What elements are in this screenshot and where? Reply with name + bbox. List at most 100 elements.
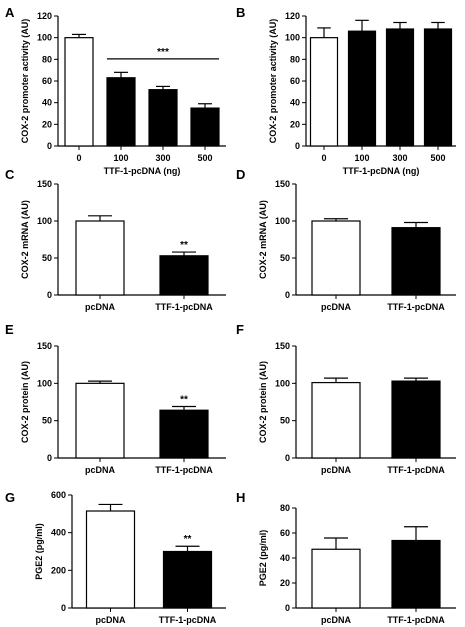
x-tick-label: 500 (430, 153, 445, 163)
y-tick-label: 0 (61, 603, 66, 613)
y-axis-label: COX-2 mRNA (AU) (20, 200, 30, 279)
x-tick-label: pcDNA (321, 615, 352, 625)
y-tick-label: 50 (280, 253, 290, 263)
y-tick-label: 60 (290, 76, 300, 86)
chart-c: 0 50 100 150 COX-2 mRNA (AU) pcDNA TTF-1-pcDNA… (20, 179, 226, 312)
x-tick-label: 100 (113, 153, 128, 163)
y-axis-label: COX-2 promoter activity (AU) (20, 19, 30, 144)
x-tick-label: pcDNA (321, 465, 352, 475)
y-tick-label: 40 (290, 98, 300, 108)
y-tick-label: 100 (275, 378, 290, 388)
y-tick-label: 0 (47, 141, 52, 151)
x-tick-label: TTF-1-pcDNA (159, 615, 217, 625)
y-tick-label: 120 (285, 11, 300, 21)
y-tick-label: 150 (275, 341, 290, 351)
y-tick-label: 120 (37, 11, 52, 21)
x-tick-label: pcDNA (95, 615, 126, 625)
chart-b: 0 20 40 60 80 100 120 COX-2 promoter activity (… (268, 11, 456, 176)
bar (159, 255, 209, 296)
x-tick-label: pcDNA (85, 465, 116, 475)
x-tick-label: 300 (155, 153, 170, 163)
y-tick-label: 0 (47, 290, 52, 300)
y-axis-label: COX-2 protein (AU) (20, 361, 30, 443)
y-tick-label: 40 (42, 98, 52, 108)
y-tick-label: 20 (290, 119, 300, 129)
significance-label: ** (184, 534, 192, 545)
y-tick-label: 40 (280, 553, 290, 563)
significance-label: *** (157, 47, 169, 58)
y-tick-label: 60 (42, 76, 52, 86)
chart-g: 0 200 400 600 PGE2 (pg/ml) pcDNA TTF-1-pcDNA ** (34, 490, 226, 625)
y-tick-label: 20 (280, 578, 290, 588)
panel-letter-b: B (236, 5, 246, 20)
chart-f: 0 50 100 150 COX-2 protein (AU) pcDNA TTF-1-pc… (258, 341, 456, 475)
bar (106, 77, 136, 147)
y-tick-label: 200 (51, 565, 66, 575)
x-axis-label: TTF-1-pcDNA (ng) (343, 166, 420, 176)
x-axis-label: TTF-1-pcDNA (ng) (104, 166, 181, 176)
bar (85, 510, 136, 609)
y-tick-label: 400 (51, 528, 66, 538)
chart-e: 0 50 100 150 COX-2 protein (AU) pcDNA TTF-1-pc… (20, 341, 226, 475)
y-tick-label: 150 (275, 179, 290, 189)
y-tick-label: 50 (280, 416, 290, 426)
bar (309, 37, 339, 147)
bar (64, 37, 94, 147)
panel-letter-e: E (5, 322, 14, 337)
y-tick-label: 0 (295, 141, 300, 151)
significance-label: ** (180, 394, 188, 405)
y-tick-label: 100 (285, 33, 300, 43)
y-tick-label: 80 (280, 503, 290, 513)
x-tick-label: TTF-1-pcDNA (387, 465, 445, 475)
y-tick-label: 150 (37, 179, 52, 189)
y-tick-label: 0 (285, 290, 290, 300)
chart-a: 0 20 40 60 80 100 120 COX-2 promoter activity (… (20, 11, 226, 176)
bar (391, 539, 441, 609)
x-tick-label: pcDNA (85, 302, 116, 312)
chart-h: 0 20 40 60 80 PGE2 (pg/ml) pcDNA TTF-1-pcDNA (258, 503, 456, 625)
bar (148, 89, 178, 147)
panel-letter-g: G (5, 490, 16, 505)
bar (391, 227, 441, 296)
bar (162, 550, 213, 609)
y-tick-label: 100 (275, 216, 290, 226)
y-tick-label: 80 (42, 54, 52, 64)
bar (423, 28, 453, 147)
x-tick-label: TTF-1-pcDNA (155, 302, 213, 312)
y-tick-label: 0 (285, 603, 290, 613)
panel-letter-f: F (236, 322, 244, 337)
bar (311, 220, 361, 296)
y-axis-label: COX-2 promoter activity (AU) (268, 19, 278, 144)
bar (347, 30, 377, 147)
y-tick-label: 0 (285, 453, 290, 463)
bar (75, 220, 125, 296)
y-tick-label: 50 (42, 416, 52, 426)
x-tick-label: pcDNA (321, 302, 352, 312)
bar (75, 382, 125, 459)
y-tick-label: 150 (37, 341, 52, 351)
y-tick-label: 80 (290, 54, 300, 64)
y-tick-label: 20 (42, 119, 52, 129)
y-axis-label: COX-2 mRNA (AU) (258, 200, 268, 279)
y-axis-label: PGE2 (pg/ml) (34, 523, 44, 580)
bar (311, 381, 361, 459)
x-tick-label: 100 (354, 153, 369, 163)
x-tick-label: 300 (392, 153, 407, 163)
x-tick-label: 0 (321, 153, 326, 163)
significance-label: ** (180, 240, 188, 251)
y-tick-label: 50 (42, 253, 52, 263)
y-tick-label: 0 (47, 453, 52, 463)
bar (190, 107, 220, 147)
y-tick-label: 60 (280, 528, 290, 538)
panel-letter-c: C (5, 167, 15, 182)
panel-letter-h: H (236, 490, 246, 505)
y-tick-label: 100 (37, 216, 52, 226)
x-tick-label: 0 (76, 153, 81, 163)
y-axis-label: PGE2 (pg/ml) (258, 530, 268, 587)
x-tick-label: TTF-1-pcDNA (387, 302, 445, 312)
bar (159, 409, 209, 459)
y-axis-label: COX-2 protein (AU) (258, 361, 268, 443)
bar (311, 548, 361, 609)
